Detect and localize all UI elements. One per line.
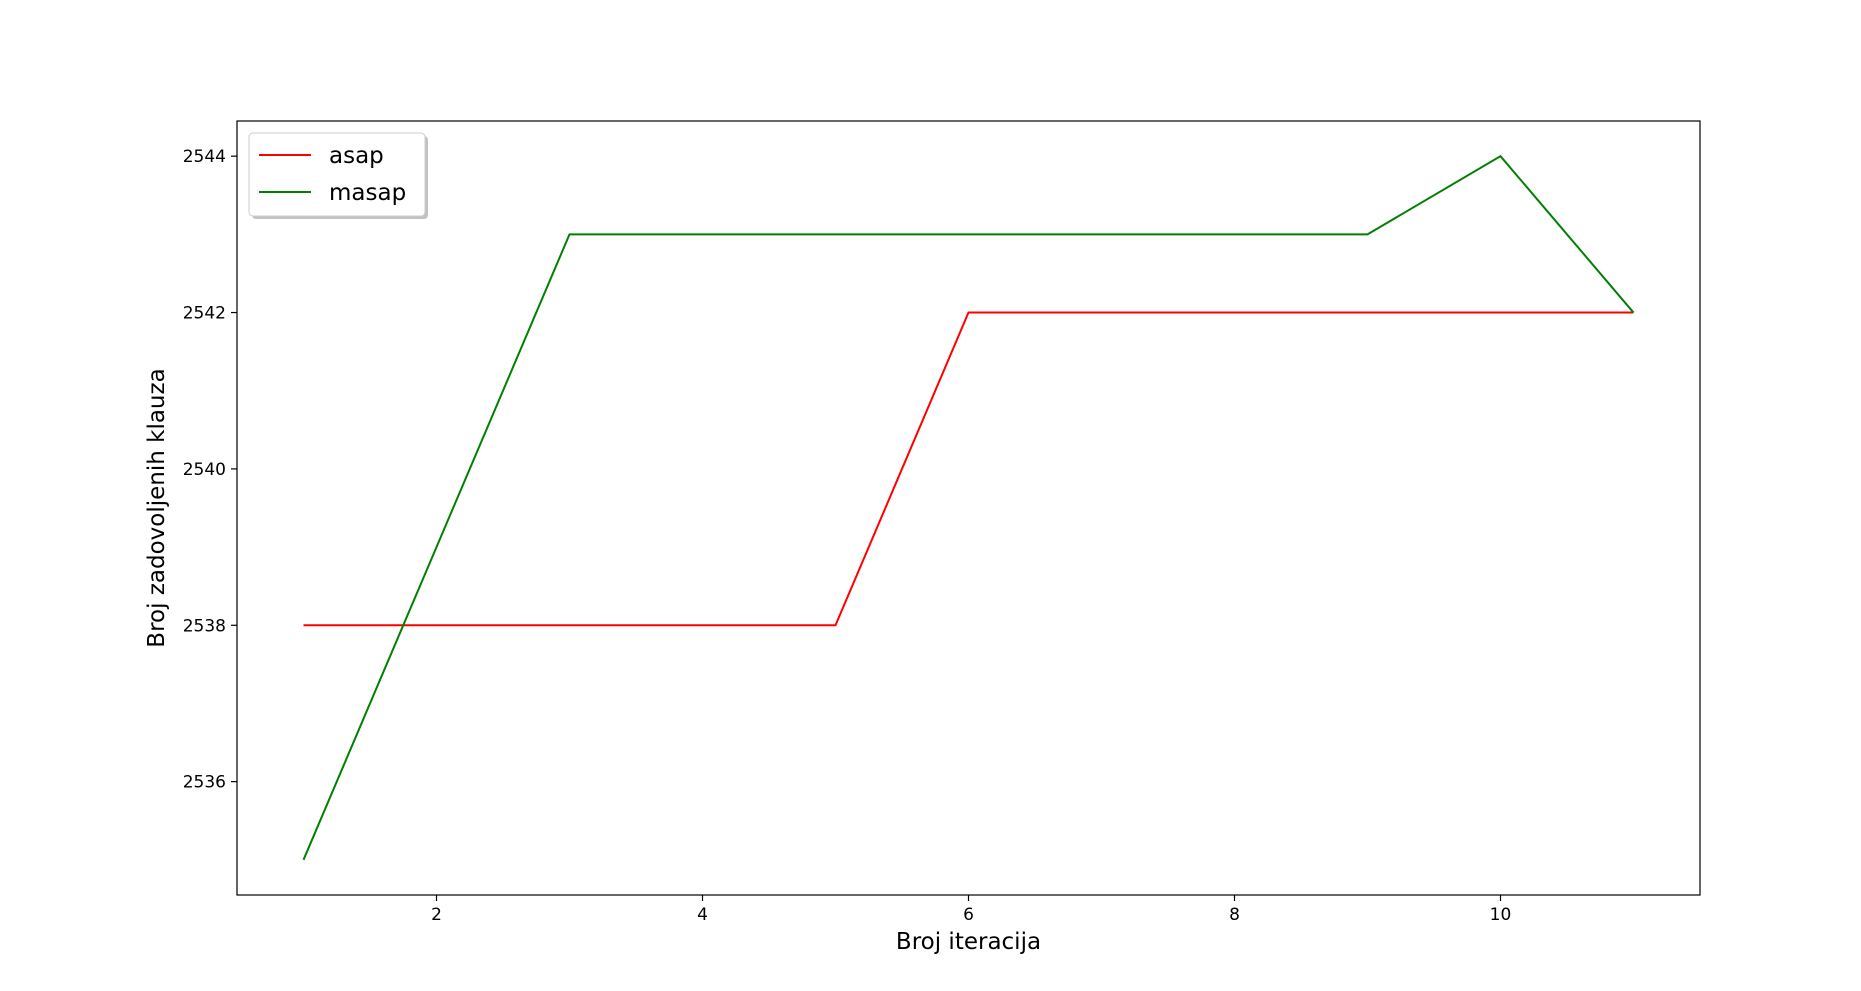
legend: asap masap bbox=[248, 132, 428, 219]
x-tick-label: 10 bbox=[1490, 905, 1512, 925]
series-line-masap bbox=[302, 154, 1635, 861]
x-axis-label: Broj iteracija bbox=[896, 929, 1041, 955]
legend-label-asap: asap bbox=[329, 143, 384, 169]
y-tick-label: 2542 bbox=[183, 304, 226, 324]
x-tick-label: 8 bbox=[1229, 905, 1240, 925]
y-axis-ticks: 2536 2538 2540 2542 2544 bbox=[183, 147, 237, 793]
y-tick-label: 2536 bbox=[183, 773, 226, 793]
x-tick-label: 4 bbox=[697, 905, 708, 925]
y-tick-label: 2538 bbox=[183, 616, 226, 636]
y-tick-label: 2540 bbox=[183, 460, 226, 480]
legend-label-masap: masap bbox=[329, 180, 406, 206]
y-tick-label: 2544 bbox=[183, 147, 226, 167]
y-axis-label: Broj zadovoljenih klauza bbox=[144, 368, 170, 647]
series-line-asap bbox=[303, 311, 1634, 627]
legend-box bbox=[248, 132, 426, 217]
x-tick-label: 2 bbox=[431, 905, 442, 925]
x-tick-label: 6 bbox=[963, 905, 974, 925]
series-layer bbox=[302, 154, 1635, 861]
x-axis-ticks: 2 4 6 8 10 bbox=[431, 895, 1511, 925]
axes-frame bbox=[236, 120, 1701, 896]
